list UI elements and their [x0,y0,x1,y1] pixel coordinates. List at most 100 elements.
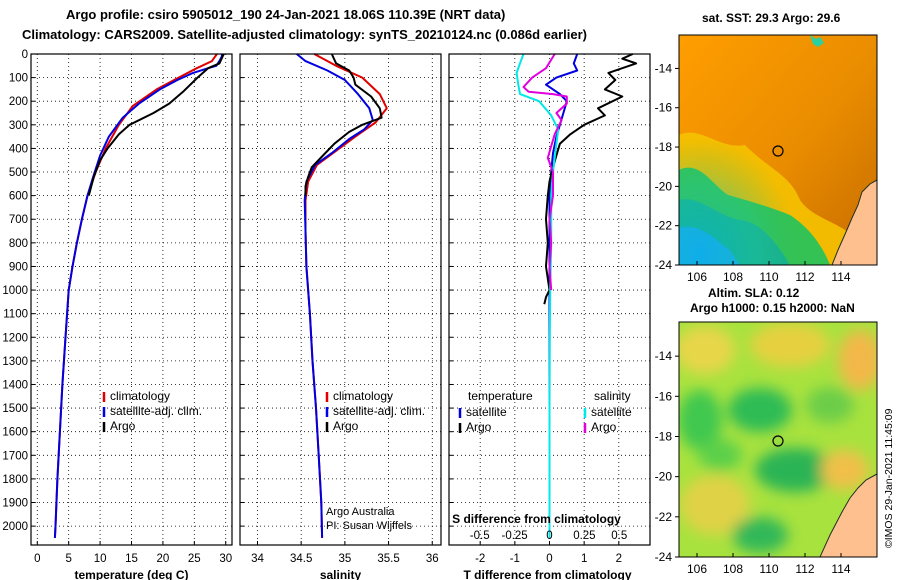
legend-label: satellite [466,405,507,419]
series-satellite-adj-clim- [53,54,223,538]
map-y-tick-label: -22 [655,219,673,233]
x-tick-label: 34.5 [290,553,312,565]
map-x-tick-label: 106 [687,270,707,284]
sla-map-title-1: Altim. SLA: 0.12 [708,286,800,300]
legend-title-temperature: temperature [468,389,533,403]
legend-label: Argo [333,419,359,433]
x-tick-label: 30 [219,553,232,565]
legend-label: satellite-adj. clim. [333,404,425,418]
map-x-tick-label: 114 [831,270,850,284]
series-s-satellite [515,53,560,538]
legend-label: Argo [591,420,617,434]
x-tick-label: 1 [581,553,587,565]
map-x-tick-label: 112 [795,270,814,284]
series-satellite-adj-clim- [296,53,374,538]
map-y-tick-label: -18 [655,429,673,443]
map-y-tick-label: -20 [655,179,673,193]
sst-map-title: sat. SST: 29.3 Argo: 29.6 [702,11,841,25]
title-line-1: Argo profile: csiro 5905012_190 24-Jan-2… [66,7,506,22]
axes-frame [239,53,442,546]
y-tick-label: 1200 [2,332,28,344]
sst-argo-marker [772,145,784,157]
map-y-tick-label: -24 [655,258,673,272]
axes-frame [30,53,233,546]
series-argo [87,53,225,196]
map-y-tick-label: -14 [655,61,673,75]
map-y-tick-label: -24 [655,550,673,564]
y-tick-label: 400 [9,143,28,155]
x-tick-label: 0 [546,553,552,565]
panel-temperature: 0 5 10 15 20 25 30 temperature (deg C) 0 100 200 30… [2,49,233,580]
y-tick-label: 1100 [3,309,28,321]
map-x-tick-label: 110 [759,562,778,576]
sla-map-axes: 106 108 110 112 114 -14 -16 -18 -20 -22 -24 [655,349,851,576]
y-tick-label: 1000 [2,285,28,297]
map-x-tick-label: 112 [795,562,814,576]
x-axis-label: temperature (deg C) [74,568,188,580]
annotation-text: PI: Susan Wijffels [326,520,412,532]
legend-label: satellite-adj. clim. [110,404,202,418]
x2-tick-label: 0 [546,530,552,542]
y-tick-label: 900 [9,261,28,273]
x-tick-label: 20 [157,553,170,565]
y-tick-label: 1900 [2,498,28,510]
x-tick-label: 35 [338,553,351,565]
x-axis-label: T difference from climatology [463,568,631,580]
sst-map [678,34,878,266]
map-y-tick-label: -16 [655,101,673,115]
y-tick-label: 600 [9,191,28,203]
y-tick-label: 500 [9,167,28,179]
legend-title-salinity: salinity [594,389,631,403]
x-tick-label: 15 [125,553,138,565]
y-tick-label: 200 [9,96,28,108]
y-tick-label: 1400 [2,379,28,391]
y-tick-label: 1600 [2,427,28,439]
x-axis-label: salinity [320,568,362,580]
y-tick-label: 1700 [2,450,28,462]
map-x-tick-label: 110 [759,270,778,284]
sla-argo-marker [772,435,784,447]
x-tick-label: 25 [188,553,201,565]
sla-map [678,321,878,558]
x2-tick-label: -0.5 [470,530,490,542]
panel-difference: -2 -1 0 1 2 T difference from climatology temp… [448,53,651,580]
x2-tick-label: 0.25 [573,530,595,542]
title-line-2: Climatology: CARS2009. Satellite-adjuste… [22,27,587,42]
map-y-tick-label: -16 [655,389,673,403]
y-tick-label: 2000 [2,521,28,533]
map-y-tick-label: -22 [655,510,673,524]
x-tick-label: 35.5 [377,553,399,565]
x-tick-label: -2 [475,553,485,565]
map-x-tick-label: 114 [831,562,850,576]
series-t-argo [543,53,638,305]
y-tick-label: 700 [9,214,28,226]
y-tick-label: 100 [9,73,28,85]
legend-label: climatology [333,389,393,403]
series-argo [304,53,383,196]
x-tick-label: 36 [426,553,439,565]
x-tick-label: 34 [251,553,264,565]
x-tick-label: -1 [510,553,520,565]
map-y-tick-label: -18 [655,140,673,154]
y-tick-label: 1800 [2,474,28,486]
y-tick-label: 800 [9,238,28,250]
x-axis-label-secondary: S difference from climatology [452,512,621,526]
legend-label: climatology [110,389,170,403]
x2-tick-label: 0.5 [611,530,627,542]
series-s-argo [522,53,568,291]
map-y-tick-label: -20 [655,470,673,484]
panel-salinity: 34 34.5 35 35.5 36 salinity climatologysatelli… [239,53,442,580]
y-tick-label: 1500 [2,403,28,415]
sst-map-axes: 106 108 110 112 114 -14 -16 -18 -20 -22 -24 [655,61,851,284]
map-y-tick-label: -14 [655,349,673,363]
annotation-text: Argo Australia [326,506,395,518]
x-tick-label: 10 [94,553,107,565]
x-tick-label: 5 [65,553,71,565]
map-x-tick-label: 108 [723,270,743,284]
x2-tick-label: -0.25 [501,530,527,542]
x-tick-label: 0 [34,553,40,565]
map-x-tick-label: 106 [687,562,707,576]
y-tick-label: 300 [9,120,28,132]
